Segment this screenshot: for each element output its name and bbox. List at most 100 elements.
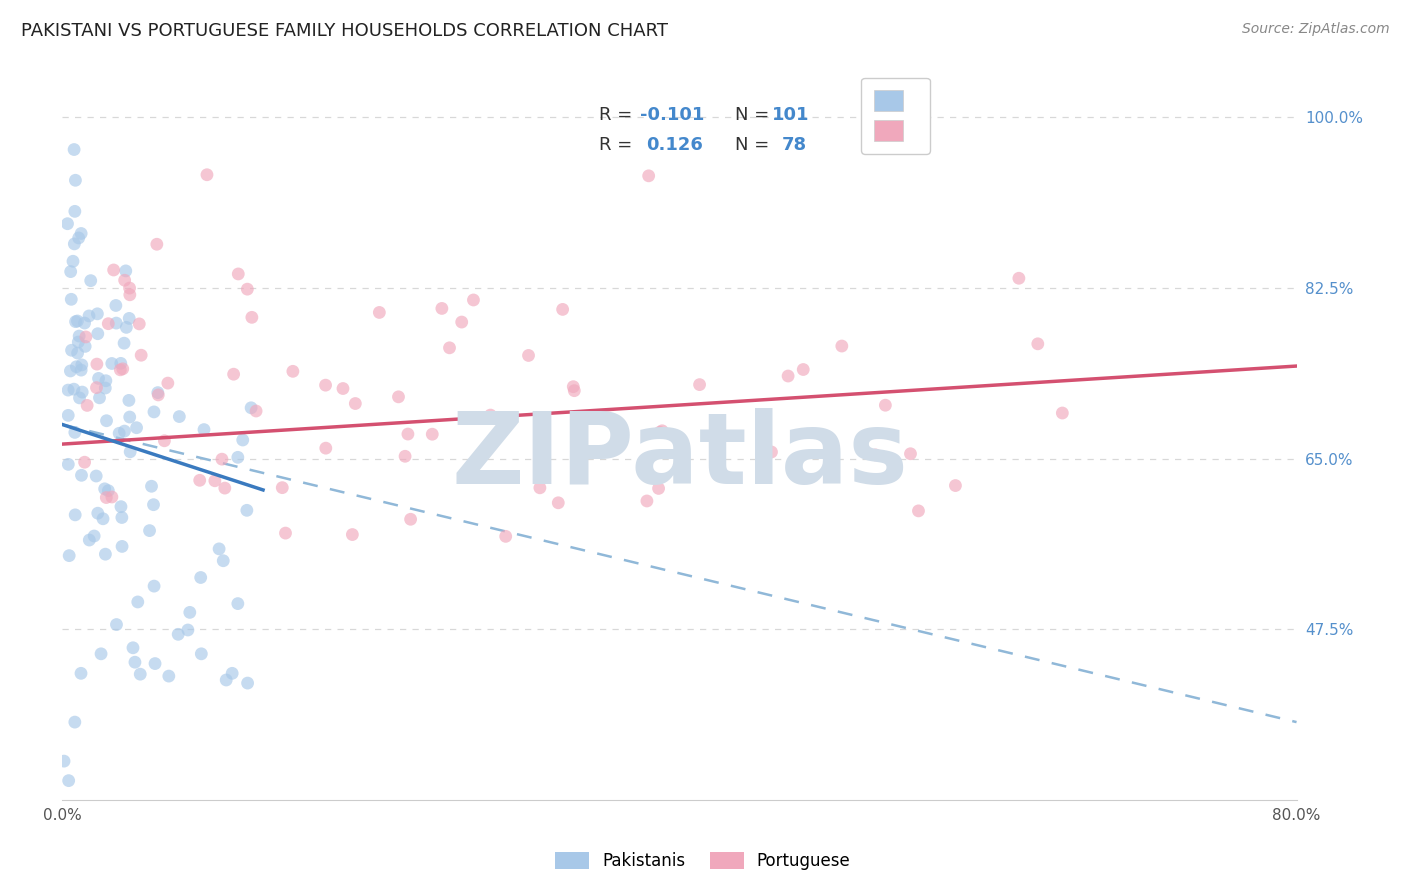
Point xyxy=(65,173,87,187)
Point xyxy=(394,450,416,464)
Point xyxy=(56,383,79,397)
Point xyxy=(63,143,86,157)
Text: Source: ZipAtlas.com: Source: ZipAtlas.com xyxy=(1241,22,1389,37)
Point xyxy=(70,468,93,483)
Point xyxy=(495,529,517,543)
Point xyxy=(143,579,166,593)
Point xyxy=(87,371,110,385)
Point xyxy=(70,385,93,400)
Point xyxy=(114,273,136,287)
Point xyxy=(190,570,212,584)
Point xyxy=(142,498,165,512)
Point xyxy=(101,490,124,504)
Point xyxy=(945,478,967,492)
Point xyxy=(53,754,76,768)
Point xyxy=(79,533,101,547)
Point xyxy=(97,317,120,331)
Point xyxy=(831,339,853,353)
Point xyxy=(65,315,87,329)
Point xyxy=(63,715,86,730)
Point xyxy=(65,359,87,374)
Point xyxy=(111,361,134,376)
Point xyxy=(792,362,814,376)
Point xyxy=(70,666,93,681)
Point xyxy=(245,404,267,418)
Text: 78: 78 xyxy=(782,136,807,154)
Point xyxy=(342,527,364,541)
Point xyxy=(97,483,120,498)
Point xyxy=(212,554,235,568)
Point xyxy=(76,398,98,412)
Point xyxy=(59,264,82,278)
Point xyxy=(59,364,82,378)
Point xyxy=(118,393,141,408)
Point xyxy=(56,217,79,231)
Point xyxy=(450,315,472,329)
Point xyxy=(146,237,169,252)
Point xyxy=(103,263,125,277)
Point xyxy=(125,420,148,434)
Point xyxy=(110,363,132,377)
Point xyxy=(146,385,169,400)
Point xyxy=(167,627,190,641)
Text: N =: N = xyxy=(735,136,769,154)
Point xyxy=(647,482,669,496)
Point xyxy=(900,447,922,461)
Point xyxy=(226,597,249,611)
Point xyxy=(73,316,96,330)
Point xyxy=(63,204,86,219)
Point xyxy=(648,425,671,440)
Point xyxy=(129,667,152,681)
Point xyxy=(907,504,929,518)
Point xyxy=(94,381,117,395)
Point xyxy=(463,293,485,307)
Point xyxy=(60,343,83,358)
Point xyxy=(86,357,108,371)
Point xyxy=(70,363,93,377)
Point xyxy=(636,494,658,508)
Point xyxy=(143,657,166,671)
Point xyxy=(58,773,80,788)
Point xyxy=(114,264,136,278)
Point xyxy=(108,426,131,441)
Point xyxy=(112,336,135,351)
Point xyxy=(875,398,897,412)
Point xyxy=(69,391,91,405)
Point xyxy=(479,408,502,422)
Legend: Pakistanis, Portuguese: Pakistanis, Portuguese xyxy=(548,845,858,877)
Point xyxy=(67,334,90,349)
Point xyxy=(86,381,108,395)
Point xyxy=(153,434,176,448)
Point xyxy=(111,510,134,524)
Point xyxy=(651,424,673,438)
Point xyxy=(240,310,263,325)
Point xyxy=(111,540,134,554)
Point xyxy=(430,301,453,316)
Point xyxy=(761,445,783,459)
Point xyxy=(112,424,135,438)
Point xyxy=(96,491,118,505)
Point xyxy=(226,267,249,281)
Point xyxy=(204,474,226,488)
Point xyxy=(86,307,108,321)
Point xyxy=(75,339,97,353)
Point xyxy=(89,391,111,405)
Point xyxy=(221,666,243,681)
Point xyxy=(70,227,93,241)
Point xyxy=(420,427,443,442)
Point xyxy=(93,482,115,496)
Point xyxy=(62,254,84,268)
Point xyxy=(67,329,90,343)
Point xyxy=(551,302,574,317)
Point xyxy=(215,673,238,687)
Point xyxy=(73,455,96,469)
Point xyxy=(66,314,89,328)
Point xyxy=(236,282,259,296)
Point xyxy=(118,311,141,326)
Point xyxy=(63,425,86,440)
Point xyxy=(1008,271,1031,285)
Point xyxy=(115,320,138,334)
Point xyxy=(87,506,110,520)
Point xyxy=(87,326,110,341)
Point xyxy=(58,458,80,472)
